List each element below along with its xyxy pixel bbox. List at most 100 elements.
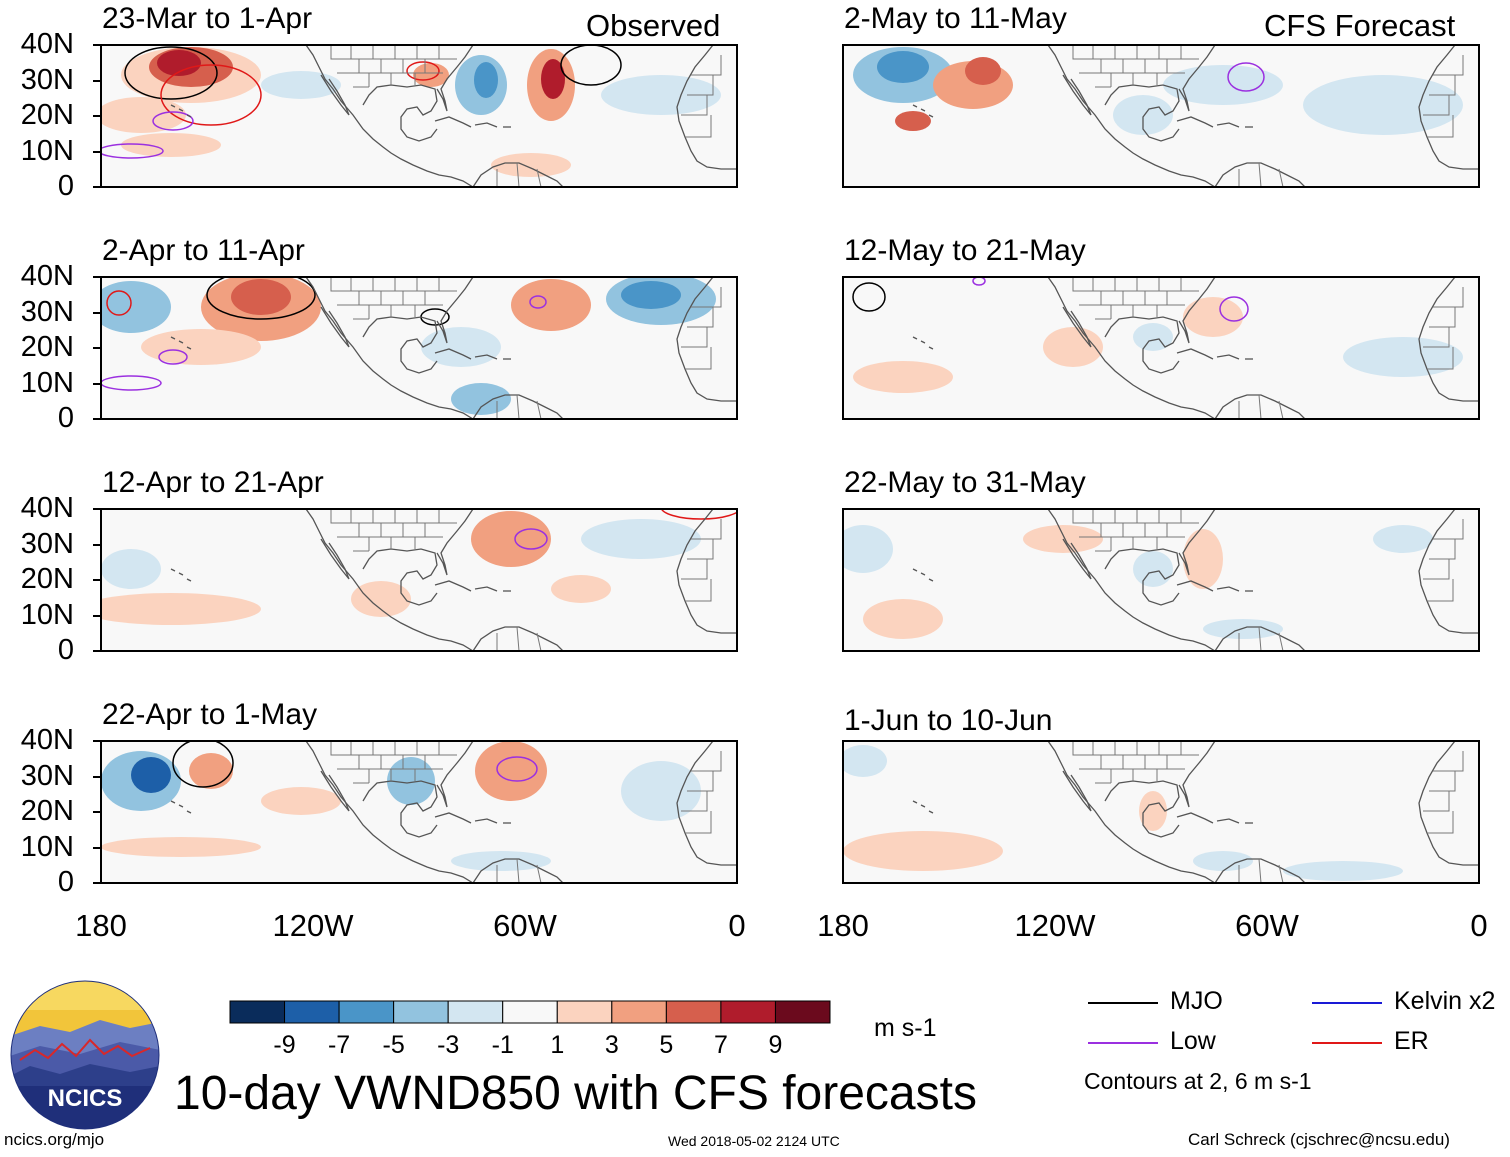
y-tick-mark	[93, 811, 101, 813]
colorbar-label: -1	[492, 1031, 514, 1059]
panel-title-r4: 1-Jun to 10-Jun	[844, 704, 1053, 737]
y-tick-mark	[93, 418, 101, 420]
map-panel-l3	[100, 508, 738, 652]
panel-title-l3: 12-Apr to 21-Apr	[102, 466, 324, 499]
map-panel-r4	[842, 740, 1480, 884]
colorbar-unit: m s-1	[874, 1014, 937, 1042]
x-tick-label: 60W	[1235, 908, 1299, 943]
ncics-logo: NCICS	[10, 980, 160, 1130]
y-tick-label: 30N	[20, 527, 74, 560]
colorbar-swatch	[665, 1000, 722, 1024]
map-panel-l1	[100, 44, 738, 188]
footer-url: ncics.org/mjo	[4, 1130, 105, 1149]
y-tick-mark	[93, 775, 101, 778]
map-panel-r2	[842, 276, 1480, 420]
map-panel-l2	[100, 276, 738, 420]
legend-label: ER	[1394, 1027, 1429, 1055]
y-tick-label: 0	[57, 866, 74, 898]
y-tick-mark	[93, 276, 101, 278]
main-title: 10-day VWND850 with CFS forecasts	[174, 1067, 977, 1120]
colorbar-label: -9	[273, 1031, 295, 1059]
y-tick-label: 20N	[20, 563, 74, 595]
cfs-forecast-label: CFS Forecast	[1264, 8, 1456, 43]
colorbar-label: 3	[605, 1031, 619, 1059]
legend-line-low	[1088, 1042, 1158, 1044]
y-tick-label: 20N	[20, 331, 74, 363]
y-tick-label: 40N	[20, 260, 74, 292]
y-tick-mark	[93, 382, 101, 385]
y-tick-label: 40N	[20, 28, 74, 60]
x-tick-label: 60W	[493, 908, 557, 943]
y-tick-label: 30N	[20, 759, 74, 792]
y-tick-label: 30N	[20, 295, 74, 328]
colorbar-swatch	[502, 1000, 558, 1024]
y-tick-mark	[93, 347, 101, 349]
y-tick-label: 10N	[20, 830, 74, 863]
y-tick-mark	[93, 115, 101, 117]
y-tick-mark	[93, 740, 101, 742]
legend-line-kelvin-x2	[1312, 1002, 1382, 1004]
y-tick-mark	[93, 186, 101, 188]
y-tick-mark	[93, 543, 101, 546]
y-tick-mark	[93, 846, 101, 849]
legend-line-er	[1312, 1042, 1382, 1044]
panel-title-l4: 22-Apr to 1-May	[102, 698, 318, 731]
footer-author: Carl Schreck (cjschrec@ncsu.edu)	[1188, 1130, 1450, 1149]
colorbar-label: -7	[328, 1031, 350, 1059]
y-tick-mark	[93, 882, 101, 884]
x-tick-label: 180	[75, 908, 127, 943]
y-tick-label: 0	[57, 170, 74, 202]
observed-label: Observed	[586, 8, 721, 43]
y-tick-mark	[93, 44, 101, 46]
footer-timestamp: Wed 2018-05-02 2124 UTC	[668, 1133, 840, 1149]
y-tick-mark	[93, 614, 101, 617]
colorbar-swatch	[447, 1000, 504, 1024]
y-tick-mark	[93, 150, 101, 153]
panel-title-r1: 2-May to 11-May	[844, 2, 1067, 35]
y-tick-label: 0	[57, 634, 74, 666]
x-tick-label: 0	[728, 908, 746, 943]
x-tick-label: 180	[817, 908, 869, 943]
y-tick-label: 40N	[20, 492, 74, 524]
contour-note: Contours at 2, 6 m s-1	[1084, 1068, 1312, 1094]
colorbar-swatch	[229, 1000, 286, 1024]
y-tick-label: 20N	[20, 795, 74, 827]
x-tick-label: 120W	[1014, 908, 1096, 943]
logo-text: NCICS	[48, 1085, 123, 1112]
colorbar-label: -5	[383, 1031, 405, 1059]
colorbar-swatch	[338, 1000, 395, 1024]
y-tick-mark	[93, 311, 101, 314]
legend-label: Low	[1170, 1027, 1216, 1055]
legend-label: Kelvin x2	[1394, 987, 1496, 1015]
y-tick-label: 30N	[20, 63, 74, 96]
y-tick-label: 0	[57, 402, 74, 434]
y-tick-label: 20N	[20, 99, 74, 131]
colorbar-label: -3	[437, 1031, 459, 1059]
colorbar-swatch	[774, 1000, 831, 1024]
colorbar-swatch	[556, 1000, 613, 1024]
y-tick-mark	[93, 508, 101, 510]
y-tick-label: 40N	[20, 724, 74, 756]
colorbar-label: 7	[714, 1031, 728, 1059]
map-panel-r3	[842, 508, 1480, 652]
legend-label: MJO	[1170, 987, 1223, 1015]
panel-title-r2: 12-May to 21-May	[844, 234, 1086, 267]
panel-title-l1: 23-Mar to 1-Apr	[102, 2, 313, 35]
y-tick-label: 10N	[20, 366, 74, 399]
colorbar: -9 -7 -5 -3 -1 1 3 5 7 9	[229, 1000, 831, 1059]
panel-title-l2: 2-Apr to 11-Apr	[102, 234, 305, 267]
map-panel-l4	[100, 740, 738, 884]
colorbar-label: 9	[769, 1031, 783, 1059]
y-tick-label: 10N	[20, 134, 74, 167]
map-panel-r1	[842, 44, 1480, 188]
colorbar-label: 5	[659, 1031, 673, 1059]
legend-line-mjo	[1088, 1002, 1158, 1004]
y-tick-mark	[93, 650, 101, 652]
x-tick-label: 0	[1470, 908, 1488, 943]
colorbar-swatch	[611, 1000, 667, 1024]
x-tick-label: 120W	[272, 908, 354, 943]
y-tick-mark	[93, 579, 101, 581]
y-tick-label: 10N	[20, 598, 74, 631]
colorbar-swatch	[720, 1000, 776, 1024]
colorbar-label: 1	[550, 1031, 564, 1059]
